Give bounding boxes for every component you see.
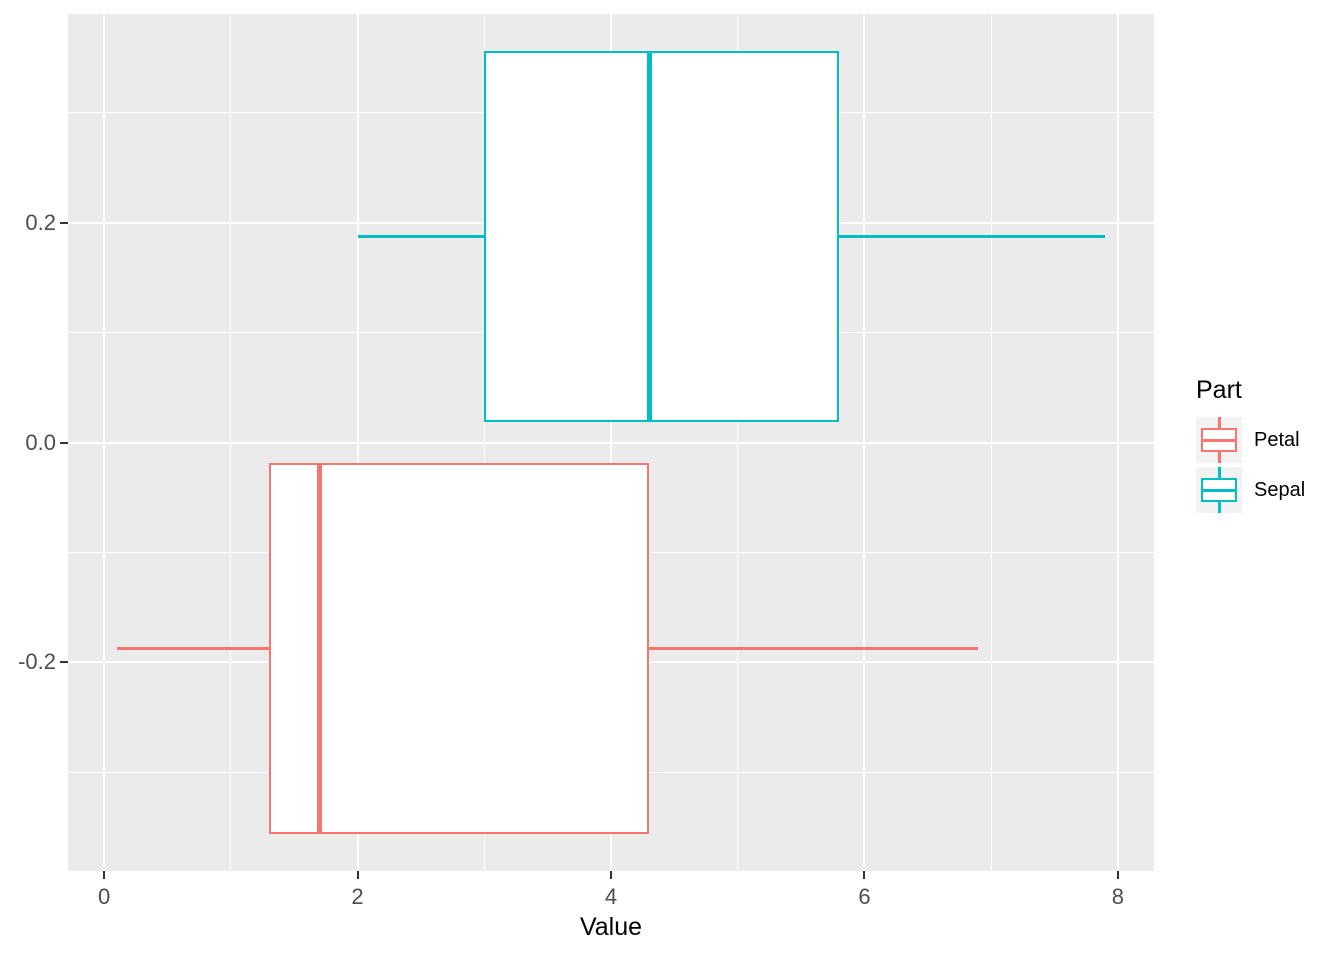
x-tick-label: 2 xyxy=(351,884,364,909)
legend-entry-label: Petal xyxy=(1254,428,1300,451)
y-tick-mark xyxy=(60,441,68,444)
legend-entry-sepal: Sepal xyxy=(1196,467,1305,513)
x-tick-label: 8 xyxy=(1111,884,1124,909)
median-line-petal xyxy=(317,465,323,832)
x-tick-label: 6 xyxy=(858,884,871,909)
major-gridline-horizontal xyxy=(68,441,1154,444)
legend-title: Part xyxy=(1196,376,1242,404)
box-sepal xyxy=(484,51,840,422)
x-tick-label: 4 xyxy=(604,884,618,909)
x-axis-title: Value xyxy=(579,913,643,941)
whisker-right-sepal xyxy=(839,234,1106,238)
y-tick-mark xyxy=(60,221,68,224)
legend-entries: Petal Sepal xyxy=(1196,417,1305,513)
y-tick-label: -0.2 xyxy=(18,649,56,675)
x-tick-mark xyxy=(610,871,612,879)
y-tick-mark xyxy=(60,661,68,664)
legend-entry-petal: Petal xyxy=(1196,417,1305,463)
median-line-sepal xyxy=(646,53,652,420)
plot-panel xyxy=(68,14,1154,871)
key-median-line xyxy=(1203,488,1235,492)
x-tick-label: 0 xyxy=(97,884,111,909)
key-median-line xyxy=(1203,438,1235,442)
x-tick-mark xyxy=(103,871,106,879)
x-tick-mark xyxy=(356,871,359,879)
box-petal xyxy=(268,463,649,834)
y-tick-label: 0.0 xyxy=(25,429,56,455)
legend-entry-label: Sepal xyxy=(1254,478,1306,501)
whisker-left-sepal xyxy=(357,234,485,238)
boxplot-key-icon xyxy=(1196,417,1242,463)
y-tick-label: 0.2 xyxy=(25,209,56,235)
whisker-left-petal xyxy=(116,647,269,650)
whisker-right-petal xyxy=(649,647,979,650)
x-tick-mark xyxy=(1116,871,1119,879)
boxplot-key-icon xyxy=(1196,467,1242,513)
x-tick-mark xyxy=(863,871,866,879)
legend: Part Petal Sepal xyxy=(1196,375,1305,517)
